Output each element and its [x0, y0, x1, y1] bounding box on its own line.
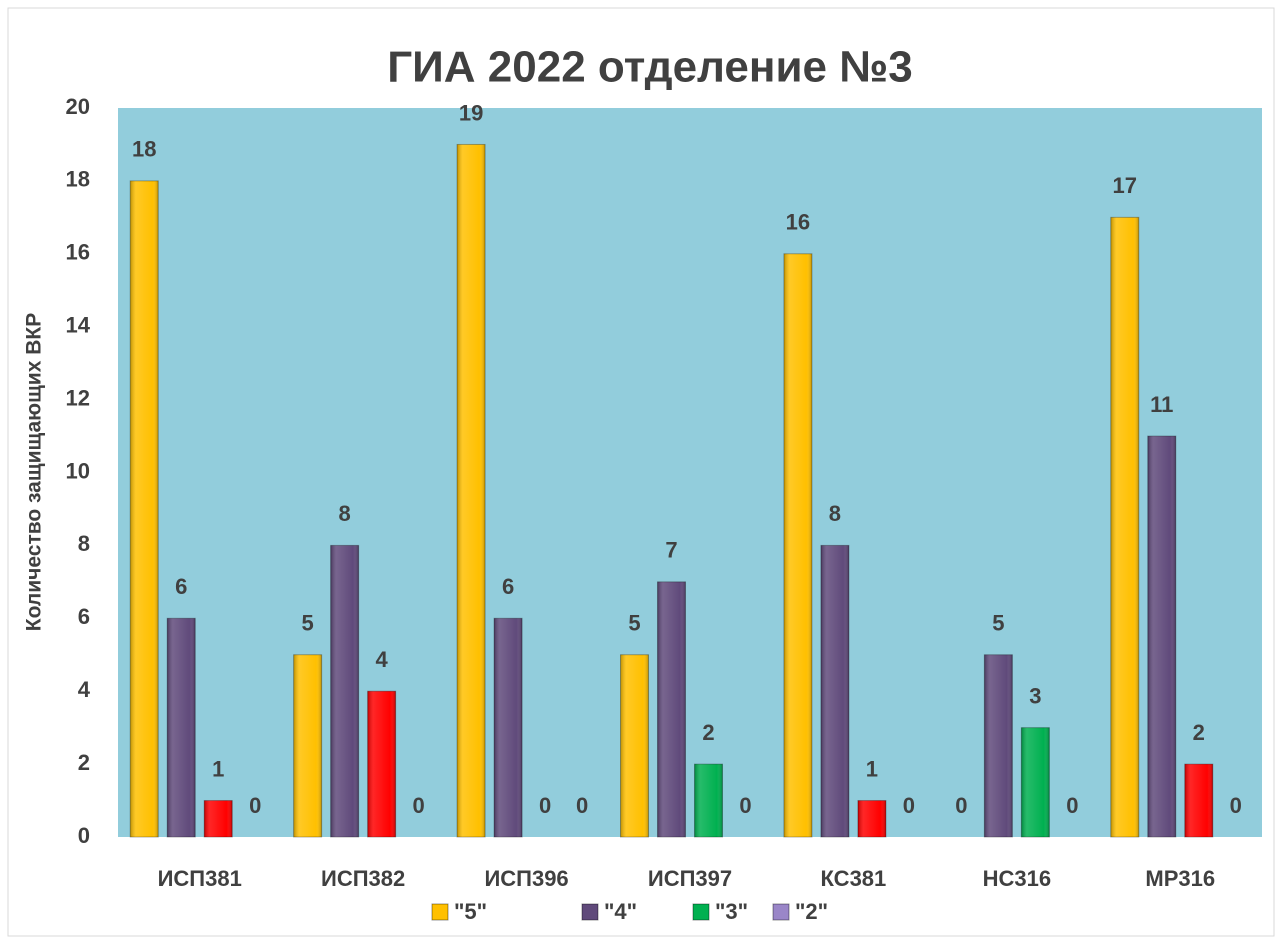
x-tick-label: ИСП397 [648, 866, 732, 891]
bar-shade [1110, 217, 1139, 838]
data-label: 0 [1066, 793, 1078, 818]
data-label: 11 [1150, 392, 1173, 417]
legend-label: "3" [715, 899, 748, 924]
bar-shade [820, 545, 849, 837]
y-tick-label: 16 [66, 240, 90, 265]
legend-label: "2" [795, 899, 828, 924]
data-label: 3 [1029, 683, 1041, 708]
bar-shade [204, 800, 233, 837]
data-label: 0 [955, 793, 967, 818]
bar-shade [694, 764, 723, 837]
legend-swatch [581, 903, 599, 921]
data-label: 0 [903, 793, 915, 818]
data-label: 0 [1230, 793, 1242, 818]
x-tick-label: НС316 [983, 866, 1051, 891]
data-label: 6 [502, 574, 514, 599]
x-tick-label: КС381 [821, 866, 887, 891]
y-tick-label: 10 [66, 458, 90, 483]
data-label: 5 [302, 611, 314, 636]
data-label: 2 [1193, 720, 1205, 745]
legend-label: "4" [604, 899, 637, 924]
data-label: 0 [249, 793, 261, 818]
data-label: 17 [1113, 173, 1137, 198]
bar-shade [494, 618, 523, 837]
bar-shade [367, 691, 396, 837]
data-label: 0 [739, 793, 751, 818]
legend-swatch [772, 903, 790, 921]
data-label: 8 [339, 501, 351, 526]
data-label: 16 [786, 210, 810, 235]
plot-area [118, 108, 1262, 837]
y-tick-label: 20 [66, 94, 90, 119]
bar-shade [293, 654, 322, 837]
y-tick-label: 14 [66, 313, 91, 338]
data-label: 5 [628, 611, 640, 636]
y-tick-label: 6 [78, 604, 90, 629]
bar-shade [657, 581, 686, 837]
data-label: 2 [702, 720, 714, 745]
legend-label: "5" [454, 899, 487, 924]
data-label: 1 [866, 756, 878, 781]
legend-swatch [431, 903, 449, 921]
bar-shade [857, 800, 886, 837]
bar-shade [330, 545, 359, 837]
bar-shade [620, 654, 649, 837]
y-tick-label: 8 [78, 531, 90, 556]
y-tick-label: 4 [78, 677, 91, 702]
bar-shade [1184, 764, 1213, 837]
legend-swatch [692, 903, 710, 921]
data-label: 19 [459, 100, 483, 125]
data-label: 1 [212, 756, 224, 781]
y-tick-label: 18 [66, 167, 90, 192]
x-tick-label: ИСП382 [321, 866, 405, 891]
y-tick-label: 2 [78, 750, 90, 775]
chart-title: ГИА 2022 отделение №3 [387, 43, 913, 92]
bar-shade [1021, 727, 1050, 837]
data-label: 5 [992, 611, 1004, 636]
data-label: 0 [576, 793, 588, 818]
bar-shade [457, 144, 486, 837]
data-label: 8 [829, 501, 841, 526]
y-axis-label: Количество защищающих ВКР [23, 313, 46, 631]
x-tick-label: ИСП396 [484, 866, 568, 891]
data-label: 0 [539, 793, 551, 818]
data-label: 6 [175, 574, 187, 599]
bar-shade [130, 180, 159, 837]
y-tick-label: 0 [78, 823, 90, 848]
y-tick-label: 12 [66, 385, 90, 410]
x-tick-label: МР316 [1145, 866, 1215, 891]
x-tick-label: ИСП381 [158, 866, 242, 891]
data-label: 7 [665, 538, 677, 563]
bar-shade [984, 654, 1013, 837]
bar-shade [783, 253, 812, 838]
data-label: 18 [132, 137, 156, 162]
data-label: 0 [413, 793, 425, 818]
data-label: 4 [376, 647, 389, 672]
bar-shade [167, 618, 196, 837]
bar-shade [1147, 436, 1176, 837]
